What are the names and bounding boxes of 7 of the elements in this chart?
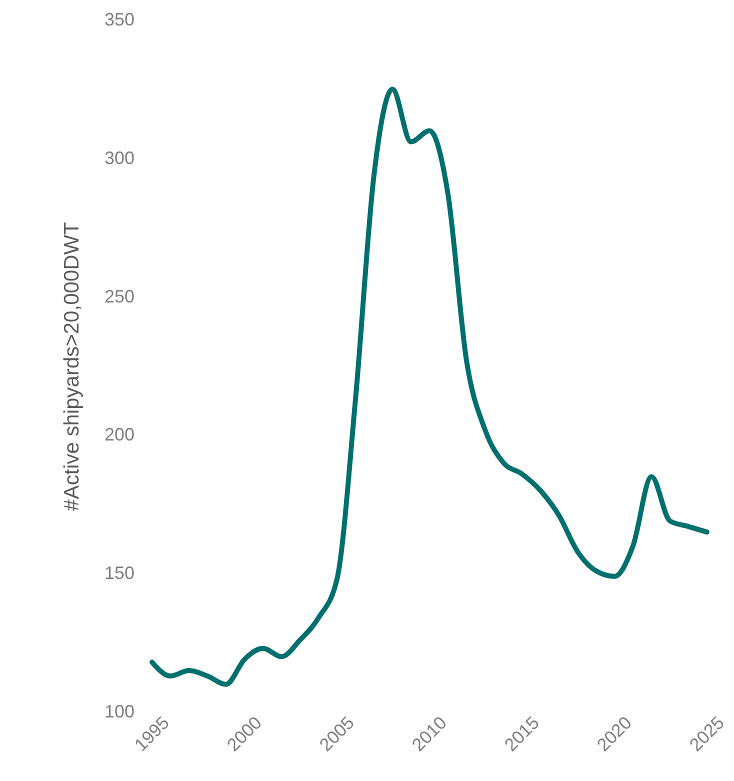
y-tick-label: 300 bbox=[104, 148, 134, 168]
y-axis-title: #Active shipyards>20,000DWT bbox=[60, 222, 84, 511]
y-tick-label: 100 bbox=[104, 702, 134, 722]
y-tick-label: 350 bbox=[104, 10, 134, 30]
y-tick-label: 200 bbox=[104, 424, 134, 445]
y-tick-label: 250 bbox=[104, 286, 134, 306]
y-tick-label: 150 bbox=[104, 563, 134, 584]
